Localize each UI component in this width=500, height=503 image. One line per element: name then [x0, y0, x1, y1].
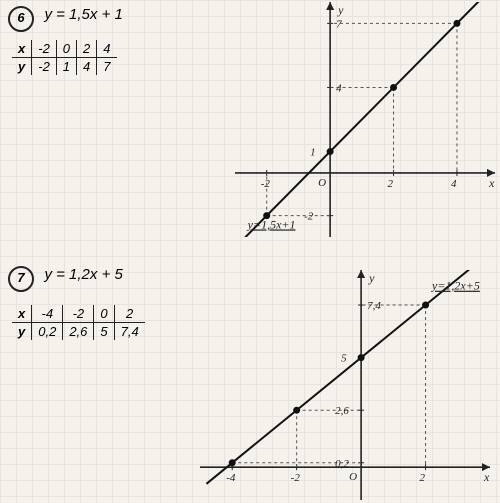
- svg-text:-2: -2: [261, 178, 271, 190]
- th-x7: x: [12, 305, 32, 323]
- t6y2: 4: [77, 58, 97, 76]
- svg-text:2: 2: [388, 178, 394, 190]
- chart-7: x y O -4 -2 2 0,2 2,6 5 7,4 y=1,2x+5: [200, 270, 490, 500]
- svg-text:y: y: [337, 3, 344, 17]
- equation-6: y = 1,5x + 1: [44, 6, 122, 23]
- problem-number-6: 6: [8, 6, 34, 32]
- t6x0: -2: [32, 40, 57, 58]
- svg-text:4: 4: [336, 82, 342, 94]
- t7x1: -2: [63, 305, 94, 323]
- t7y3: 7,4: [114, 323, 145, 341]
- svg-text:x: x: [483, 470, 490, 484]
- t7y1: 2,6: [63, 323, 94, 341]
- svg-text:2: 2: [420, 472, 426, 484]
- problem-7: 7 y = 1,2x + 5: [8, 266, 123, 292]
- svg-text:2,6: 2,6: [335, 405, 349, 417]
- t6y3: 7: [97, 58, 117, 76]
- t7x0: -4: [32, 305, 63, 323]
- svg-text:y: y: [368, 271, 375, 285]
- equation-7: y = 1,2x + 5: [44, 266, 122, 283]
- table-6: x -2 0 2 4 y -2 1 4 7: [12, 40, 117, 75]
- svg-text:O: O: [349, 471, 357, 483]
- svg-text:x: x: [488, 176, 495, 190]
- svg-text:4: 4: [451, 178, 457, 190]
- t6x2: 2: [77, 40, 97, 58]
- t7x3: 2: [114, 305, 145, 323]
- problem-number-7: 7: [8, 266, 34, 292]
- svg-text:7,4: 7,4: [367, 300, 381, 312]
- table-7: x -4 -2 0 2 y 0,2 2,6 5 7,4: [12, 305, 145, 340]
- svg-text:-2: -2: [304, 211, 314, 223]
- th-y: y: [12, 58, 32, 76]
- t6x3: 4: [97, 40, 117, 58]
- svg-text:7: 7: [336, 18, 342, 30]
- t7x2: 0: [94, 305, 114, 323]
- t6y1: 1: [56, 58, 76, 76]
- svg-text:y=1,2x+5: y=1,2x+5: [431, 279, 480, 293]
- t7y0: 0,2: [32, 323, 63, 341]
- problem-6: 6 y = 1,5x + 1: [8, 6, 123, 32]
- svg-text:5: 5: [341, 353, 347, 365]
- svg-text:y=1,5x+1: y=1,5x+1: [247, 217, 296, 231]
- t7y2: 5: [94, 323, 114, 341]
- svg-text:-2: -2: [291, 472, 301, 484]
- th-y7: y: [12, 323, 32, 341]
- svg-text:-4: -4: [226, 472, 236, 484]
- svg-text:1: 1: [310, 147, 316, 159]
- t6x1: 0: [56, 40, 76, 58]
- t6y0: -2: [32, 58, 57, 76]
- th-x: x: [12, 40, 32, 58]
- svg-text:O: O: [318, 177, 326, 189]
- chart-6: x y O -2 2 4 -2 1 4 7 y=1,5x+1: [235, 2, 495, 237]
- svg-text:0,2: 0,2: [335, 458, 349, 470]
